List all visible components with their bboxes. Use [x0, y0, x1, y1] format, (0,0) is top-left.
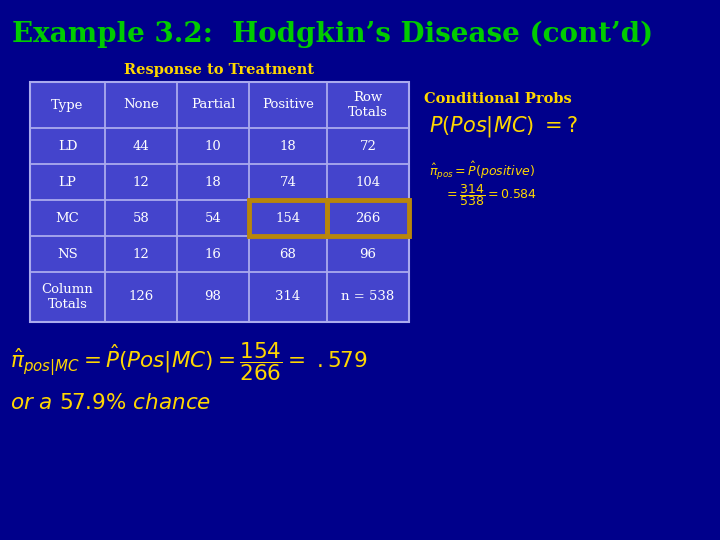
- Text: 96: 96: [359, 247, 377, 260]
- Text: 98: 98: [204, 291, 222, 303]
- Bar: [30, 82, 409, 322]
- Text: 12: 12: [132, 176, 149, 188]
- Text: Example 3.2:  Hodgkin’s Disease (cont’d): Example 3.2: Hodgkin’s Disease (cont’d): [12, 21, 653, 48]
- Text: 18: 18: [204, 176, 221, 188]
- Text: 18: 18: [279, 139, 297, 152]
- Text: 68: 68: [279, 247, 297, 260]
- Text: 54: 54: [204, 212, 221, 225]
- Text: Column
Totals: Column Totals: [42, 283, 94, 311]
- Text: n = 538: n = 538: [341, 291, 395, 303]
- Text: LD: LD: [58, 139, 77, 152]
- Bar: [327, 200, 409, 236]
- Text: MC: MC: [55, 212, 79, 225]
- Bar: [249, 200, 327, 236]
- Text: 74: 74: [279, 176, 297, 188]
- Text: 10: 10: [204, 139, 221, 152]
- Text: Partial: Partial: [191, 98, 235, 111]
- Text: 314: 314: [275, 291, 301, 303]
- Text: 126: 126: [128, 291, 153, 303]
- Text: 16: 16: [204, 247, 222, 260]
- Text: 58: 58: [132, 212, 149, 225]
- Text: 44: 44: [132, 139, 149, 152]
- Text: NS: NS: [57, 247, 78, 260]
- Text: $\hat{\pi}_{pos|MC} = \hat{P}(Pos|MC) = \dfrac{154}{266} = \ .579$: $\hat{\pi}_{pos|MC} = \hat{P}(Pos|MC) = …: [10, 340, 368, 383]
- Text: Row
Totals: Row Totals: [348, 91, 388, 119]
- Text: $= \dfrac{314}{538} = 0.584$: $= \dfrac{314}{538} = 0.584$: [444, 182, 537, 208]
- Text: 72: 72: [359, 139, 377, 152]
- Text: $or \ a \ 57.9\% \ chance$: $or \ a \ 57.9\% \ chance$: [10, 392, 211, 414]
- Text: None: None: [123, 98, 159, 111]
- Text: 104: 104: [356, 176, 381, 188]
- Text: $P(Pos|MC) \ = ?$: $P(Pos|MC) \ = ?$: [429, 114, 577, 139]
- Text: 266: 266: [355, 212, 381, 225]
- Text: Positive: Positive: [262, 98, 314, 111]
- Text: Conditional Probs: Conditional Probs: [424, 92, 572, 106]
- Text: Type: Type: [51, 98, 84, 111]
- Text: Response to Treatment: Response to Treatment: [125, 63, 315, 77]
- Text: LP: LP: [58, 176, 76, 188]
- Text: $\hat{\pi}_{pos} = \hat{P}(positive)$: $\hat{\pi}_{pos} = \hat{P}(positive)$: [429, 160, 535, 182]
- Text: 12: 12: [132, 247, 149, 260]
- Text: 154: 154: [276, 212, 300, 225]
